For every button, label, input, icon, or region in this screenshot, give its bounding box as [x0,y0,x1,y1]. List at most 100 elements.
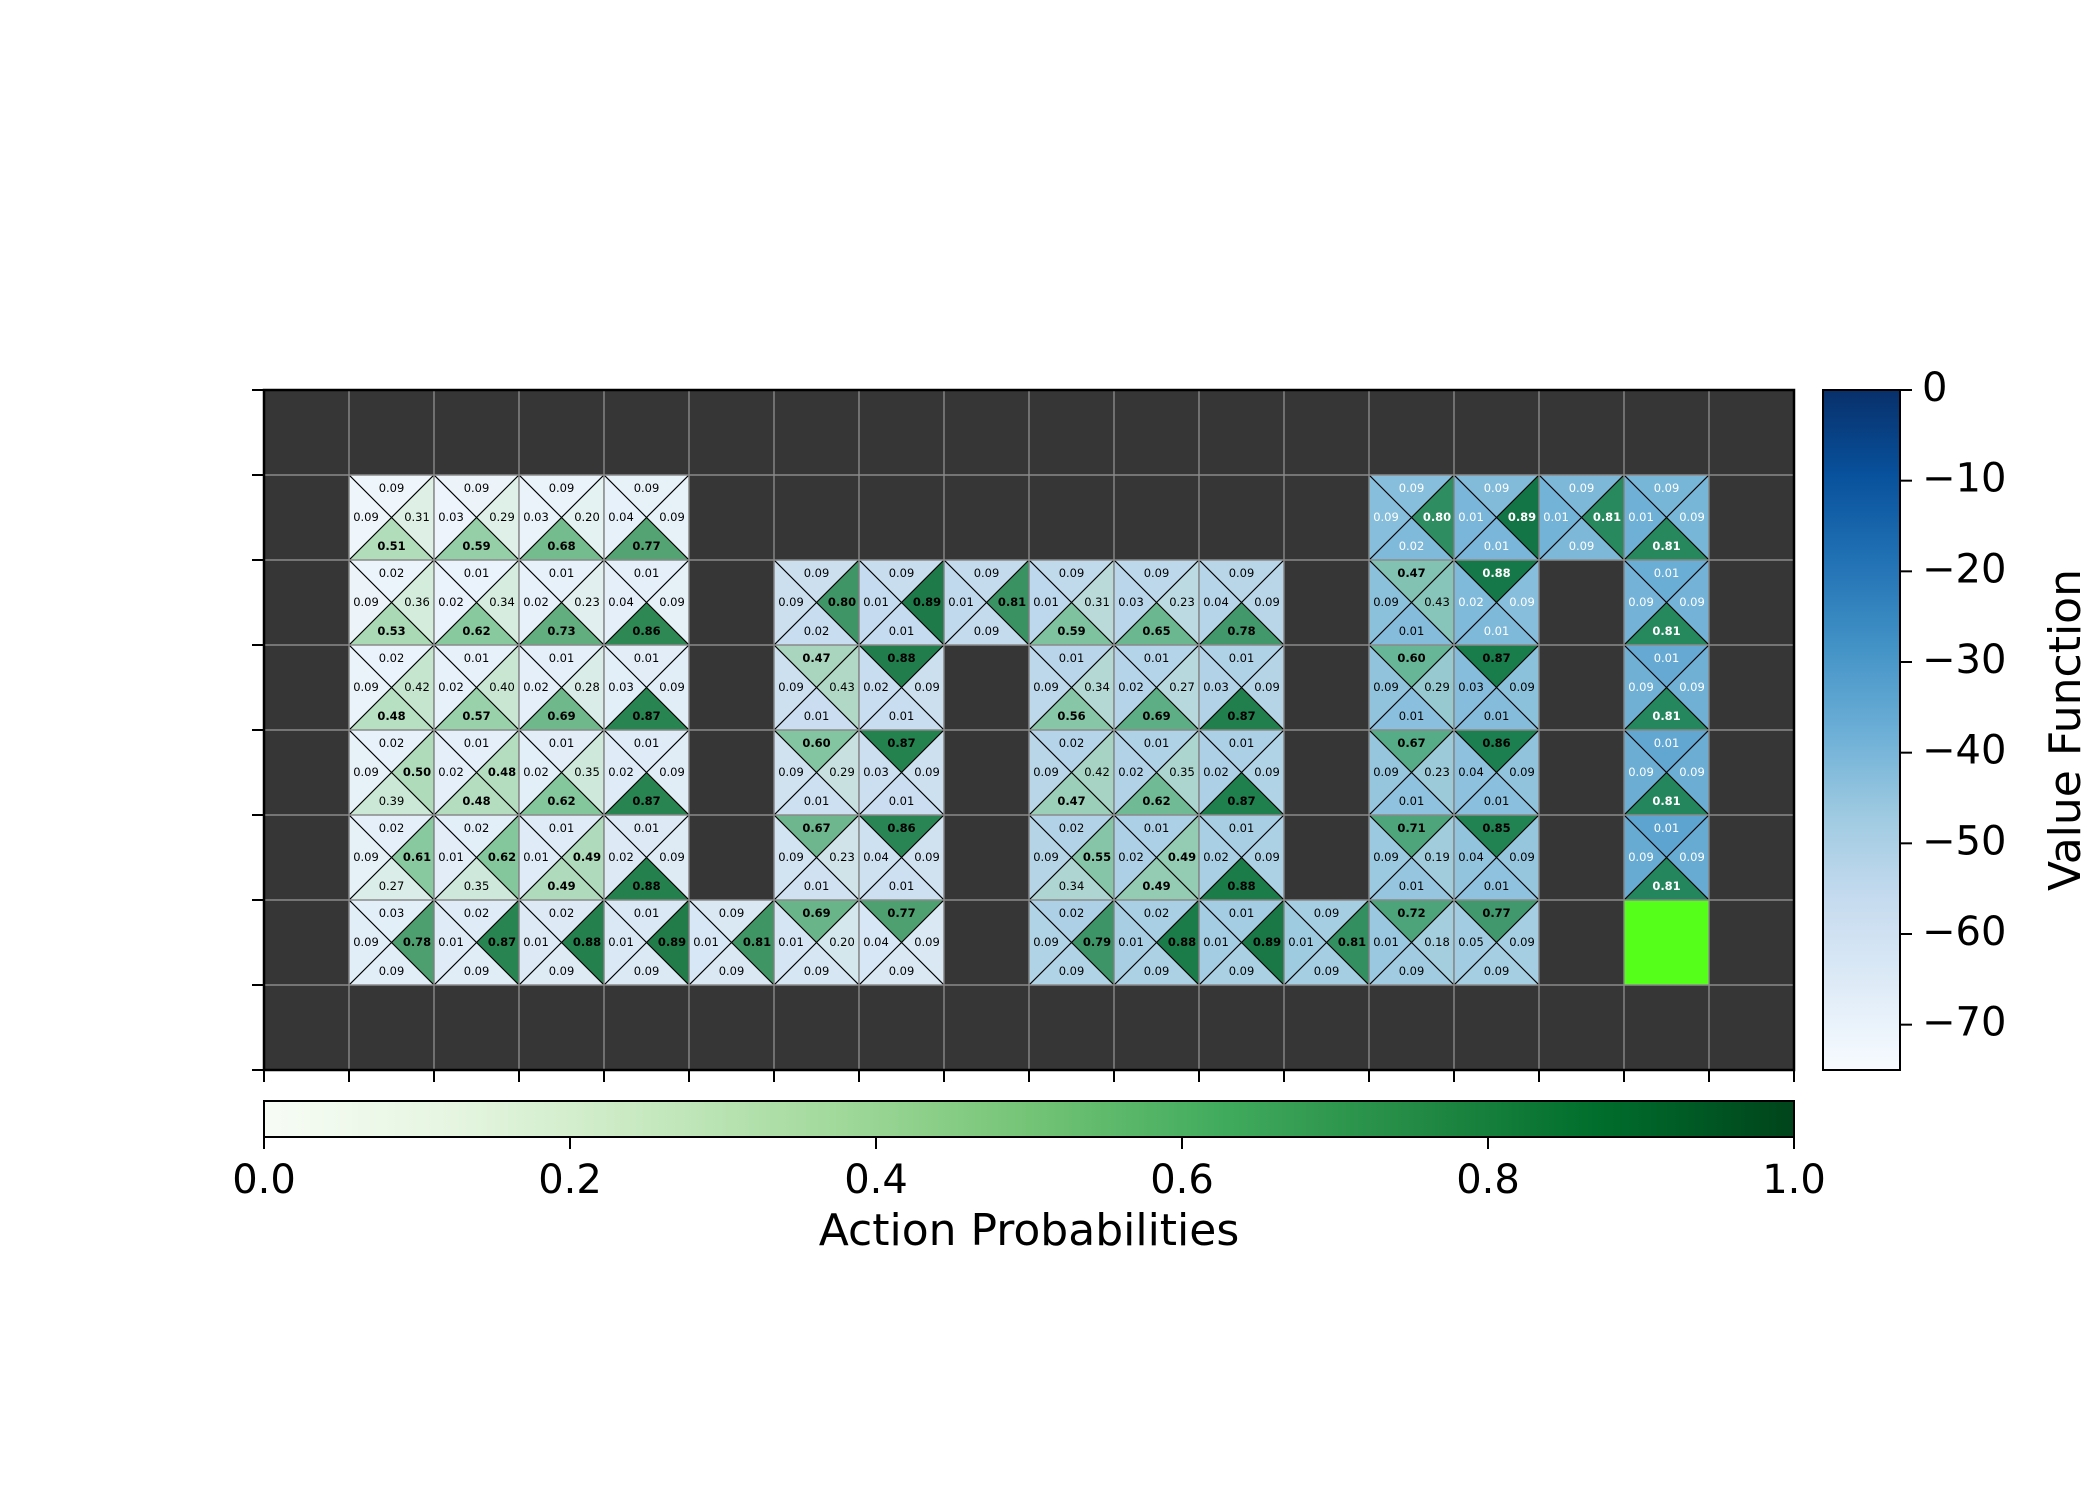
action-probability-label: 0.34 [1084,680,1110,694]
action-probability-label: 0.87 [1227,794,1255,808]
action-probability-label: 0.62 [547,794,575,808]
action-probability-label: 0.02 [1059,736,1085,750]
action-probability-label: 0.81 [1593,510,1621,524]
action-probability-label: 0.56 [1057,709,1085,723]
action-probability-label: 0.35 [574,765,600,779]
value-tick-label: −40 [1922,728,2006,774]
action-probability-label: 0.02 [379,821,405,835]
action-probability-label: 0.01 [634,906,660,920]
action-probability-label: 0.01 [804,709,830,723]
action-probability-label: 0.60 [802,736,830,750]
action-probability-label: 0.79 [1083,935,1111,949]
state-cell: 0.60 0.29 0.01 0.09 [1367,643,1456,732]
action-probability-label: 0.01 [1458,510,1484,524]
action-probability-label: 0.81 [743,935,771,949]
state-cell: 0.88 0.09 0.01 0.02 [857,643,946,732]
action-probability-label: 0.09 [1509,680,1535,694]
action-probability-label: 0.09 [778,595,804,609]
action-probability-label: 0.81 [1338,935,1366,949]
action-probability-label: 0.09 [353,595,379,609]
action-probability-label: 0.02 [549,906,575,920]
action-probability-label: 0.72 [1397,906,1425,920]
gridworld-plot: 0.09 0.31 0.51 0.09 0.09 0.29 0.59 0.03 0.09 0.20… [252,388,1796,1082]
action-probability-label: 0.09 [1679,765,1705,779]
state-cell: 0.09 0.81 0.09 0.01 [687,898,776,987]
action-probability-label: 0.09 [974,566,1000,580]
action-probability-label: 0.88 [632,879,660,893]
action-probability-label: 0.09 [804,964,830,978]
state-cell: 0.01 0.89 0.09 0.01 [602,898,691,987]
action-probability-label: 0.86 [887,821,915,835]
action-probability-label: 0.09 [914,935,940,949]
state-cell: 0.77 0.09 0.09 0.05 [1452,898,1541,987]
action-probability-label: 0.68 [547,539,575,553]
action-probability-label: 0.09 [659,510,685,524]
action-probability-label: 0.01 [1144,736,1170,750]
action-probability-label: 0.01 [1399,709,1425,723]
action-probability-label: 0.77 [887,906,915,920]
action-probability-label: 0.80 [828,595,856,609]
state-cell: 0.85 0.09 0.01 0.04 [1452,813,1541,902]
state-cell: 0.01 0.09 0.87 0.02 [1197,728,1286,817]
action-probability-label: 0.87 [632,709,660,723]
action-probability-label: 0.31 [1084,595,1110,609]
action-probability-label: 0.01 [889,879,915,893]
action-probability-label: 0.09 [1373,850,1399,864]
action-probability-label: 0.03 [1203,680,1229,694]
action-probability-label: 0.09 [379,964,405,978]
gridlines [264,390,1794,1070]
action-probability-label: 0.35 [1169,765,1195,779]
action-probability-label: 0.23 [1424,765,1450,779]
action-probability-label: 0.02 [438,595,464,609]
action-probability-label: 0.09 [379,481,405,495]
action-probability-label: 0.09 [549,964,575,978]
action-probability-label: 0.67 [802,821,830,835]
action-probability-label: 0.23 [574,595,600,609]
action-probability-label: 0.01 [438,850,464,864]
action-probability-label: 0.01 [1229,651,1255,665]
value-colorbar-ticks: 0 −10 −20 −30 −40 −50 −60 −70 [1900,365,2006,1046]
action-probability-label: 0.87 [632,794,660,808]
action-probability-label: 0.69 [802,906,830,920]
action-probability-label: 0.09 [1373,595,1399,609]
action-probability-label: 0.34 [1059,879,1085,893]
action-probability-label: 0.36 [404,595,430,609]
action-probability-label: 0.23 [1169,595,1195,609]
action-probability-label: 0.03 [1118,595,1144,609]
action-probability-label: 0.01 [1484,794,1510,808]
action-probability-label: 0.09 [1033,935,1059,949]
action-probability-label: 0.01 [608,935,634,949]
action-probability-label: 0.09 [1569,481,1595,495]
action-probability-label: 0.87 [1227,709,1255,723]
state-cell: 0.47 0.43 0.01 0.09 [1367,558,1456,647]
state-cell: 0.09 0.09 0.81 0.01 [1622,473,1711,562]
action-probability-label: 0.80 [1423,510,1451,524]
action-probability-label: 0.04 [608,510,634,524]
action-probability-label: 0.09 [778,765,804,779]
action-probability-label: 0.39 [379,794,405,808]
action-probability-label: 0.47 [802,651,830,665]
state-cell: 0.01 0.35 0.62 0.02 [1112,728,1201,817]
action-probability-label: 0.09 [549,481,575,495]
action-probability-label: 0.88 [1227,879,1255,893]
state-cell: 0.47 0.43 0.01 0.09 [772,643,861,732]
action-probability-label: 0.01 [549,566,575,580]
action-probability-label: 0.01 [804,794,830,808]
action-probability-label: 0.09 [778,680,804,694]
action-probability-label: 0.01 [693,935,719,949]
action-probability-label: 0.49 [573,850,601,864]
action-probability-label: 0.09 [353,680,379,694]
action-probability-label: 0.01 [634,821,660,835]
action-probability-label: 0.81 [1652,624,1680,638]
action-probability-label: 0.09 [1509,765,1535,779]
action-probability-label: 0.09 [1254,850,1280,864]
action-probability-label: 0.09 [659,595,685,609]
action-probability-label: 0.02 [1059,821,1085,835]
action-probability-label: 0.01 [1373,935,1399,949]
state-cell: 0.01 0.09 0.81 0.09 [1622,728,1711,817]
action-probability-label: 0.78 [1227,624,1255,638]
state-cell: 0.67 0.23 0.01 0.09 [772,813,861,902]
action-probability-label: 0.09 [659,850,685,864]
state-cell: 0.02 0.61 0.27 0.09 [347,813,436,902]
